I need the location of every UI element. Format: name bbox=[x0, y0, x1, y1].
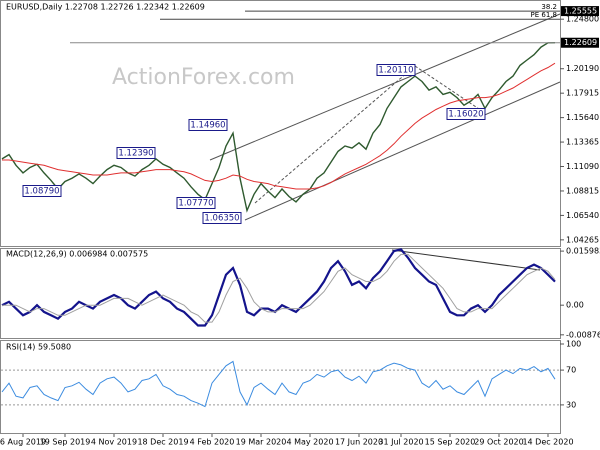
x-tick-label: 19 Sep 2019 bbox=[40, 438, 91, 447]
x-tick-label: 6 Aug 2019 bbox=[0, 438, 46, 447]
series-line bbox=[2, 253, 556, 323]
price-tag bbox=[561, 6, 599, 17]
y-tick-label: 0.00 bbox=[566, 301, 584, 310]
channel-upper bbox=[209, 13, 561, 161]
price-tag-label: 1.25555 bbox=[564, 7, 597, 16]
y-tick-label: 1.17915 bbox=[566, 89, 599, 98]
annotation: 1.08790 bbox=[24, 187, 59, 197]
annotation: 1.16020 bbox=[448, 110, 483, 120]
annotation-box bbox=[188, 119, 228, 131]
macd-trendline bbox=[391, 249, 541, 271]
chart-title: EURUSD,Daily 1.22708 1.22726 1.22342 1.2… bbox=[6, 3, 205, 12]
annotation-box bbox=[202, 212, 242, 224]
y-tick-label: 70 bbox=[566, 366, 576, 375]
annotation-box bbox=[176, 197, 216, 209]
series-line bbox=[1, 42, 556, 213]
annotation: 1.14960 bbox=[190, 121, 225, 131]
series-line bbox=[2, 62, 556, 190]
price-tag bbox=[561, 37, 599, 48]
x-tick-label: 4 Feb 2020 bbox=[190, 438, 235, 447]
y-tick-label: 1.15640 bbox=[566, 113, 599, 122]
y-tick-label: 0.015983 bbox=[566, 247, 600, 256]
watermark: ActionForex.com bbox=[112, 65, 295, 90]
x-tick-label: 4 May 2020 bbox=[286, 438, 333, 447]
y-tick-label: 1.04265 bbox=[566, 235, 599, 244]
y-tick-label: 1.08815 bbox=[566, 186, 599, 195]
x-tick-label: 18 Dec 2019 bbox=[137, 438, 188, 447]
annotation: 1.06350 bbox=[204, 214, 239, 224]
macd-panel bbox=[0, 248, 561, 339]
channel-mid bbox=[254, 65, 416, 204]
y-tick-label: 30 bbox=[566, 400, 576, 409]
rsi-panel bbox=[0, 340, 561, 434]
rsi-label: RSI(14) 59.5080 bbox=[6, 343, 71, 352]
x-tick-label: 17 Jun 2020 bbox=[335, 438, 383, 447]
y-tick-label: 1.13365 bbox=[566, 138, 599, 147]
annotation: 1.20110 bbox=[378, 66, 413, 76]
annotation: 1.07770 bbox=[178, 199, 213, 209]
channel-lower bbox=[244, 81, 561, 221]
annotation: 1.12390 bbox=[118, 149, 153, 159]
level-label: PE 61.8 bbox=[531, 11, 557, 19]
x-tick-label: 29 Oct 2020 bbox=[474, 438, 523, 447]
y-tick-label: 1.11090 bbox=[566, 162, 599, 171]
x-tick-label: 14 Dec 2020 bbox=[522, 438, 573, 447]
annotation-box bbox=[446, 108, 486, 120]
y-tick-label: 1.06540 bbox=[566, 211, 599, 220]
x-tick-label: 15 Sep 2020 bbox=[425, 438, 476, 447]
series-line bbox=[1, 360, 556, 408]
price-tag-label: 1.22609 bbox=[564, 38, 597, 47]
level-label: 38.2 bbox=[541, 3, 557, 11]
y-tick-label: 1.20190 bbox=[566, 64, 599, 73]
y-tick-label: 1.24800 bbox=[566, 15, 599, 24]
x-tick-label: 19 Mar 2020 bbox=[236, 438, 287, 447]
macd-label: MACD(12,26,9) 0.006984 0.007575 bbox=[6, 250, 148, 259]
series-line bbox=[1, 248, 556, 327]
annotation-box bbox=[22, 185, 62, 197]
y-tick-label: 100 bbox=[566, 340, 581, 349]
x-tick-label: 4 Nov 2019 bbox=[91, 438, 137, 447]
price-panel bbox=[0, 0, 561, 247]
x-tick-label: 31 Jul 2020 bbox=[378, 438, 423, 447]
annotation-box bbox=[376, 64, 416, 76]
y-tick-label: -0.008762 bbox=[566, 330, 600, 339]
swing-line bbox=[414, 65, 486, 114]
annotation-box bbox=[116, 147, 156, 159]
